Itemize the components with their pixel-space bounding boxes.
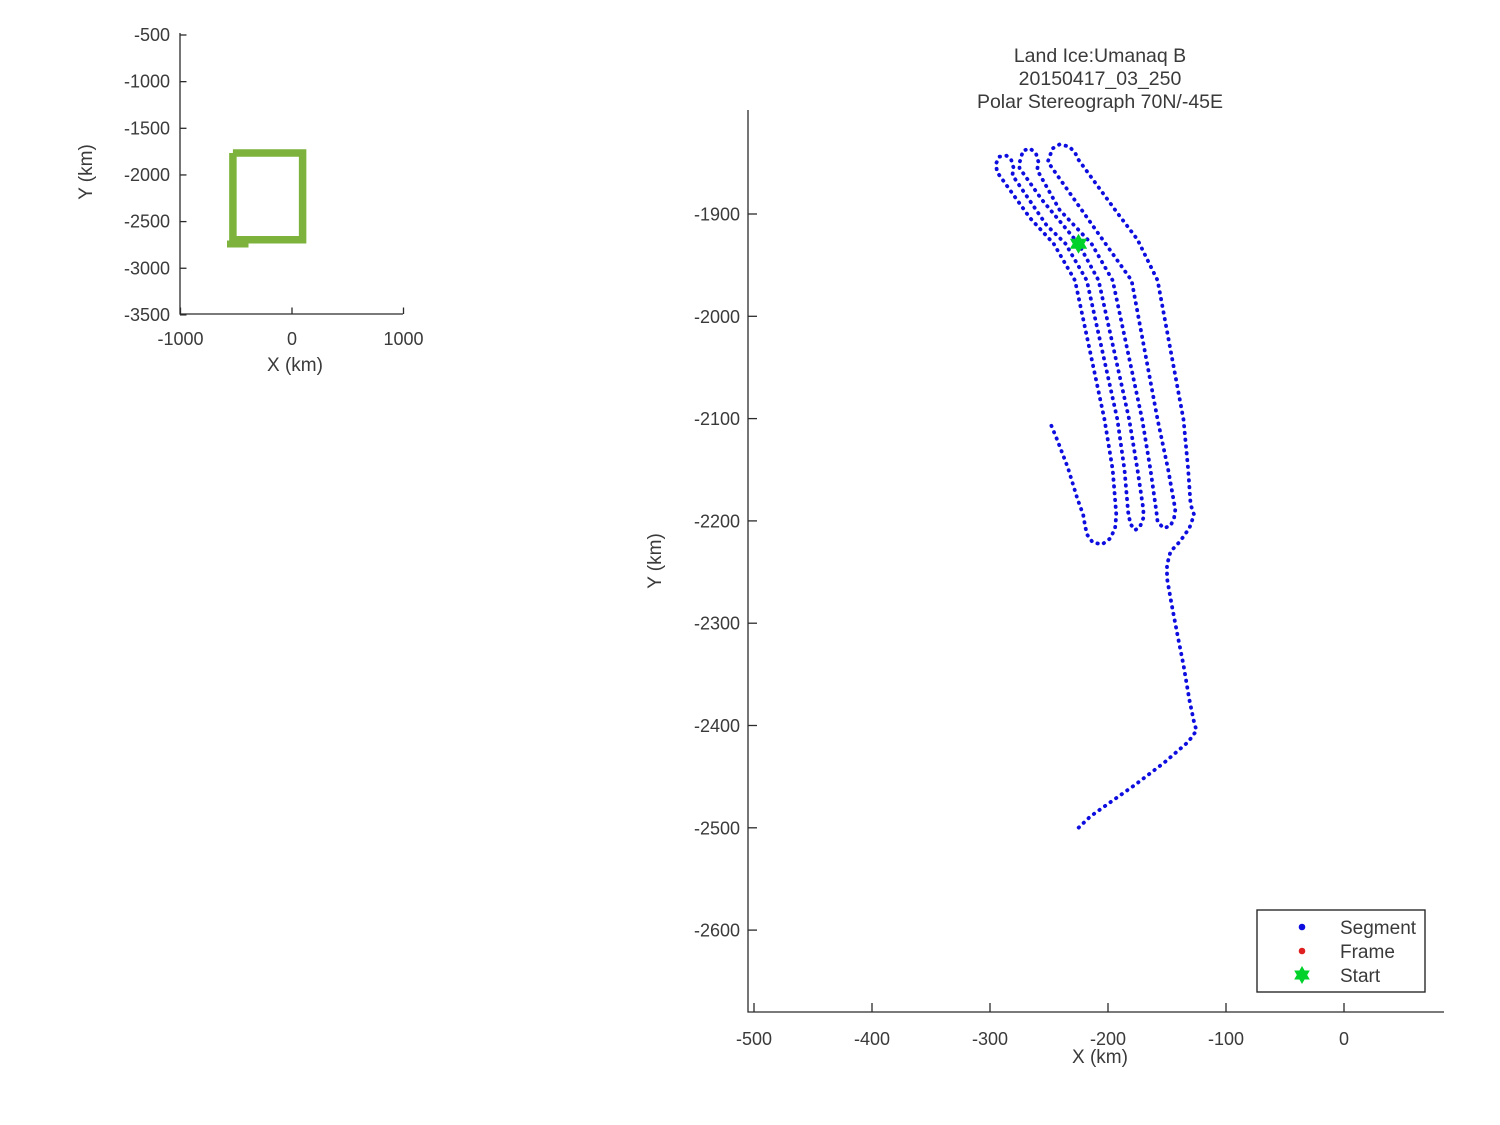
inset-y-tick-label: -3500 xyxy=(124,305,170,325)
overview-inset-axes: -1000 0 1000 -500 -1000 -1500 -2000 -2500 -3000 -… xyxy=(76,25,424,376)
main-ticks: -500 -400 -300 -200 -100 0 -1900 -2000 -2100 -220… xyxy=(694,205,1349,1050)
main-x-axis-label: X (km) xyxy=(1072,1047,1128,1068)
inset-y-tick-label: -1000 xyxy=(124,72,170,92)
legend-frame-dot-icon xyxy=(1298,947,1306,955)
inset-y-tick-label: -1500 xyxy=(124,118,170,138)
inset-y-tick-label: -2500 xyxy=(124,212,170,232)
flight-track-axes: Land Ice:Umanaq B 20150417_03_250 Polar … xyxy=(645,45,1444,1068)
inset-axis-spines xyxy=(179,33,403,315)
plot-title-line-3: Polar Stereograph 70N/-45E xyxy=(977,91,1223,113)
legend: Segment Frame Start xyxy=(1256,909,1426,993)
coverage-extent-box xyxy=(229,149,307,244)
main-y-tick-label: -1900 xyxy=(694,205,740,225)
inset-y-tick-label: -2000 xyxy=(124,165,170,185)
main-x-tick-label: 0 xyxy=(1339,1029,1349,1049)
main-x-tick-label: -500 xyxy=(736,1029,772,1049)
main-x-tick-label: -200 xyxy=(1090,1029,1126,1049)
coverage-extent-box xyxy=(227,149,307,248)
plot-title-line-1: Land Ice:Umanaq B xyxy=(1014,45,1186,67)
main-y-tick-label: -2300 xyxy=(694,614,740,634)
legend-start-label: Start xyxy=(1340,966,1381,987)
inset-y-tick-label: -3000 xyxy=(124,258,170,278)
inset-x-tick-label: 1000 xyxy=(383,329,423,349)
inset-x-tick-label: -1000 xyxy=(157,329,203,349)
inset-y-axis-label: Y (km) xyxy=(76,144,97,200)
main-x-tick-label: -400 xyxy=(854,1029,890,1049)
start-marker xyxy=(1069,233,1088,254)
inset-x-axis-label: X (km) xyxy=(267,355,323,376)
main-y-tick-label: -2500 xyxy=(694,818,740,838)
segment-track xyxy=(994,142,1199,830)
legend-segment-dot-icon xyxy=(1298,923,1306,931)
segment-track-layer xyxy=(994,142,1199,830)
plot-title-line-2: 20150417_03_250 xyxy=(1019,68,1182,90)
legend-box xyxy=(1256,909,1426,993)
main-x-tick-label: -100 xyxy=(1208,1029,1244,1049)
main-y-tick-label: -2400 xyxy=(694,716,740,736)
legend-frame-label: Frame xyxy=(1340,942,1395,963)
main-x-tick-label: -300 xyxy=(972,1029,1008,1049)
main-axis-spines xyxy=(747,110,1444,1013)
main-y-axis-label: Y (km) xyxy=(645,533,666,589)
main-y-tick-label: -2200 xyxy=(694,511,740,531)
main-y-tick-label: -2100 xyxy=(694,409,740,429)
legend-segment-label: Segment xyxy=(1340,918,1417,939)
main-y-tick-label: -2600 xyxy=(694,921,740,941)
inset-x-tick-label: 0 xyxy=(287,329,297,349)
main-y-tick-label: -2000 xyxy=(694,307,740,327)
inset-y-tick-label: -500 xyxy=(134,25,170,45)
inset-ticks: -1000 0 1000 -500 -1000 -1500 -2000 -2500 -3000 -… xyxy=(124,25,424,349)
legend-start-hexagram-icon xyxy=(1294,966,1310,984)
